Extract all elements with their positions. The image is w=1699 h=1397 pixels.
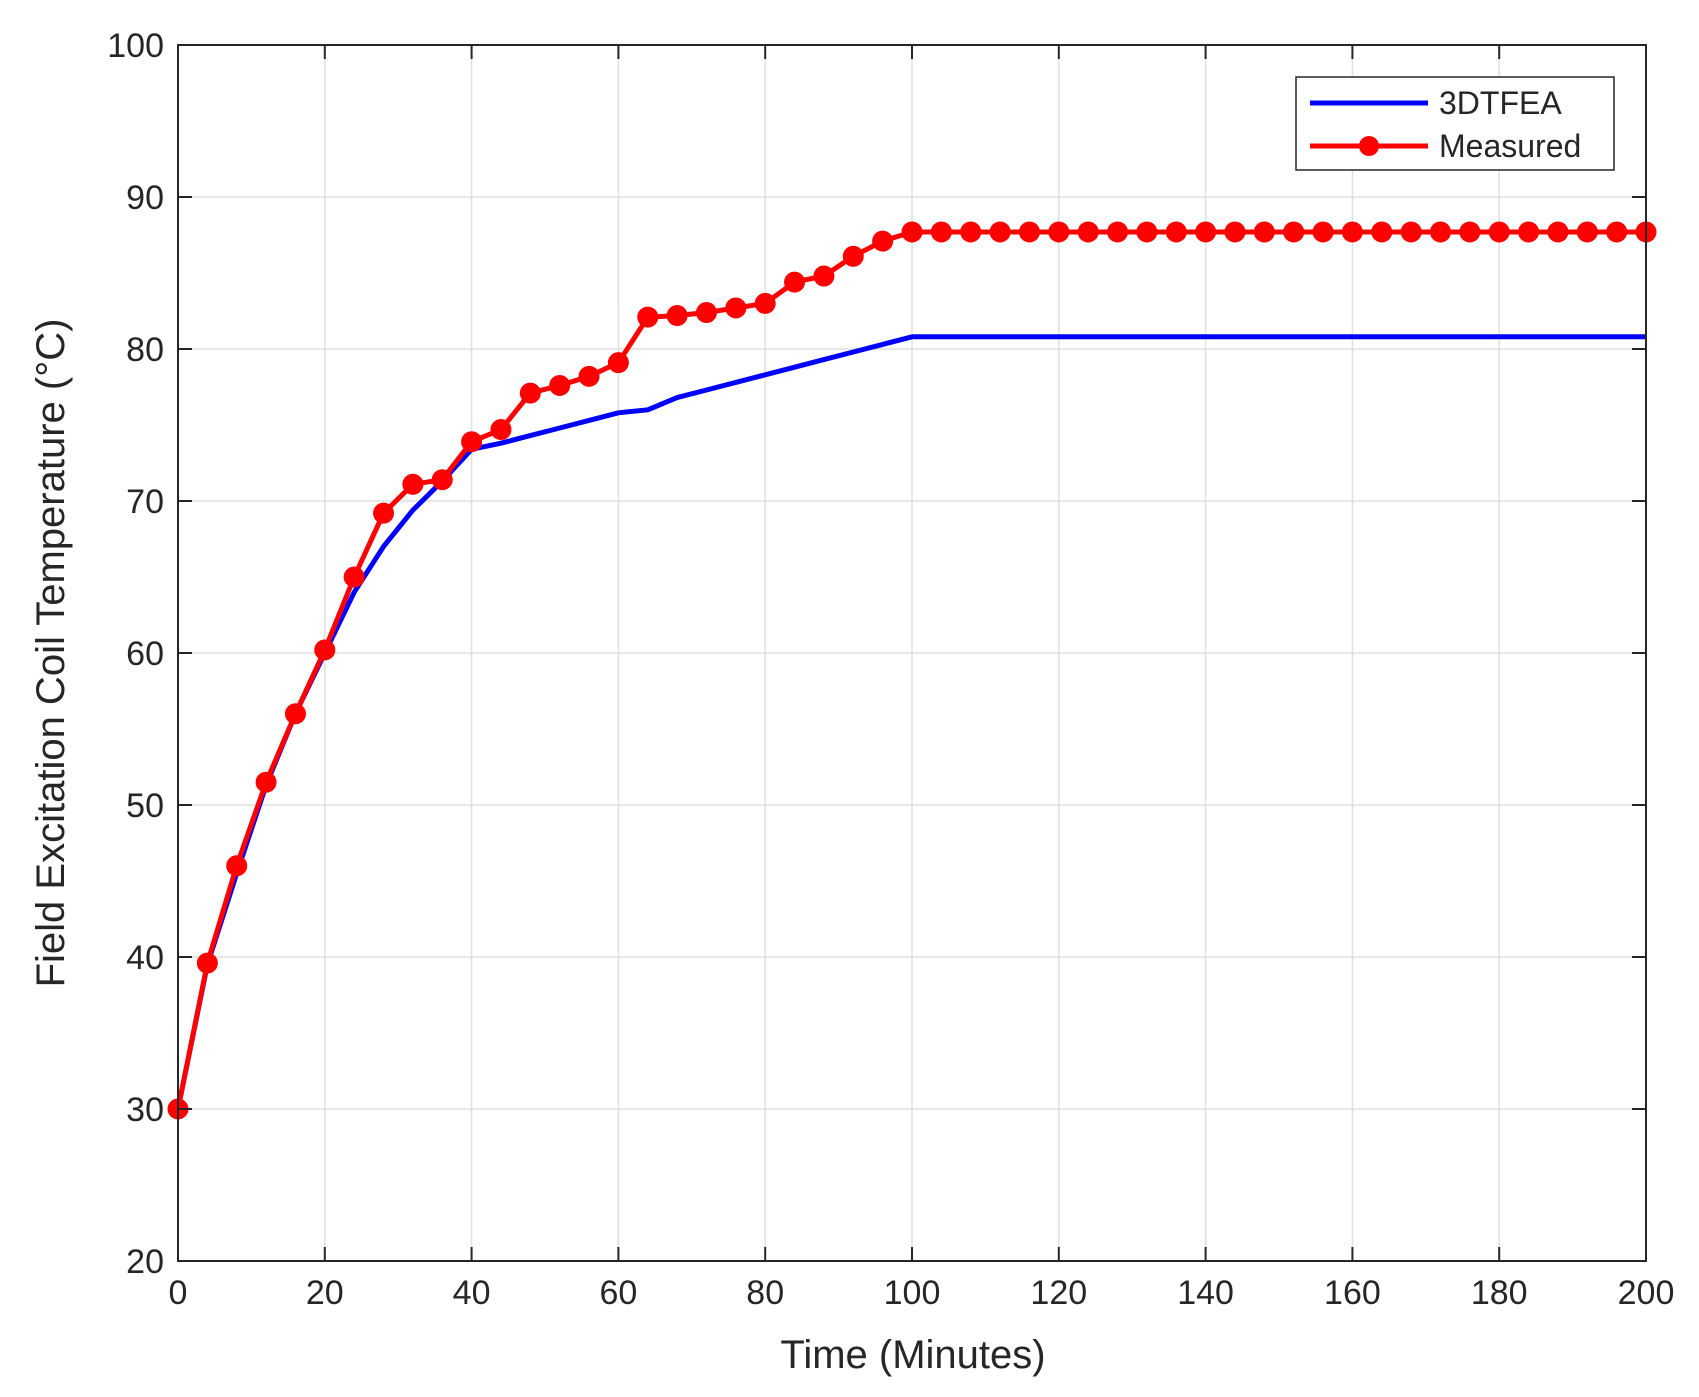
y-tick-label: 100: [107, 27, 164, 65]
data-point: [461, 431, 483, 453]
legend: 3DTFEA Measured: [1295, 76, 1615, 171]
legend-label: Measured: [1439, 128, 1581, 164]
data-point: [1107, 221, 1129, 243]
x-tick-label: 120: [1030, 1274, 1087, 1312]
data-point: [1224, 221, 1246, 243]
data-point: [1371, 221, 1393, 243]
data-point: [872, 230, 894, 252]
x-tick-label: 160: [1324, 1274, 1381, 1312]
data-point: [607, 352, 629, 374]
data-point: [1576, 221, 1598, 243]
legend-marker: [1359, 136, 1379, 156]
data-point: [1459, 221, 1481, 243]
data-point: [519, 382, 541, 404]
x-tick-label: 40: [453, 1274, 491, 1312]
legend-item-measured: Measured: [1310, 128, 1581, 164]
y-tick-label: 60: [126, 635, 164, 673]
data-point: [1341, 221, 1363, 243]
data-point: [1253, 221, 1275, 243]
x-tick-label: 80: [746, 1274, 784, 1312]
x-tick-label: 180: [1471, 1274, 1528, 1312]
data-point: [1195, 221, 1217, 243]
data-point: [549, 374, 571, 396]
data-point: [989, 221, 1011, 243]
data-point: [1547, 221, 1569, 243]
y-tick-label: 40: [126, 939, 164, 977]
y-tick-label: 50: [126, 787, 164, 825]
data-point: [255, 771, 277, 793]
data-point: [637, 306, 659, 328]
data-point: [1606, 221, 1628, 243]
y-axis-label: Field Excitation Coil Temperature (°C): [29, 319, 73, 988]
y-tick-label: 70: [126, 483, 164, 521]
data-point: [578, 365, 600, 387]
x-tick-label: 60: [599, 1274, 637, 1312]
data-point: [813, 265, 835, 287]
data-point: [431, 469, 453, 491]
data-point: [1429, 221, 1451, 243]
data-point: [226, 855, 248, 877]
data-point: [1283, 221, 1305, 243]
x-tick-label: 140: [1177, 1274, 1234, 1312]
data-point: [784, 271, 806, 293]
data-point: [196, 952, 218, 974]
data-point: [1018, 221, 1040, 243]
data-point: [402, 473, 424, 495]
data-point: [695, 302, 717, 324]
data-point: [666, 305, 688, 327]
data-point: [284, 703, 306, 725]
data-point: [343, 566, 365, 588]
data-point: [373, 502, 395, 524]
legend-label: 3DTFEA: [1439, 85, 1562, 121]
x-tick-label: 0: [169, 1274, 188, 1312]
data-point: [1136, 221, 1158, 243]
y-tick-label: 80: [126, 331, 164, 369]
x-axis-label: Time (Minutes): [780, 1333, 1045, 1377]
data-point: [1048, 221, 1070, 243]
legend-item-3dtfea: 3DTFEA: [1310, 85, 1562, 121]
tick-labels: 0 20 40 60 80 100 120 140 160 180 2002030405060708…: [107, 27, 1674, 1312]
y-tick-label: 90: [126, 179, 164, 217]
x-tick-label: 20: [306, 1274, 344, 1312]
data-point: [725, 297, 747, 319]
data-point: [1312, 221, 1334, 243]
data-point: [960, 221, 982, 243]
x-tick-label: 200: [1618, 1274, 1675, 1312]
legend-box: [1295, 76, 1615, 171]
axes: [177, 44, 1647, 1262]
y-tick-label: 30: [126, 1091, 164, 1129]
data-point: [901, 221, 923, 243]
data-point: [1518, 221, 1540, 243]
data-point: [754, 292, 776, 314]
data-point: [1488, 221, 1510, 243]
data-point: [1165, 221, 1187, 243]
x-tick-label: 100: [884, 1274, 941, 1312]
data-point: [1077, 221, 1099, 243]
data-point: [842, 245, 864, 267]
y-tick-label: 20: [126, 1243, 164, 1281]
data-point: [490, 419, 512, 441]
data-point: [930, 221, 952, 243]
data-point: [1400, 221, 1422, 243]
data-point: [314, 639, 336, 661]
